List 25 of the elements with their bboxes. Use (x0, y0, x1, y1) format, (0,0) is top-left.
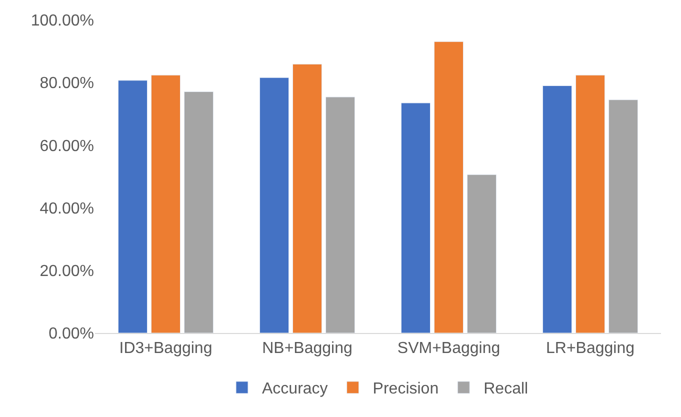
y-tick-label: 60.00% (40, 138, 94, 155)
bar (325, 96, 356, 333)
x-tick-label: SVM+Bagging (397, 340, 500, 358)
legend-label: Recall (484, 380, 528, 398)
bar (118, 80, 148, 333)
bar (292, 64, 322, 333)
bar (400, 102, 431, 333)
y-tick-label: 40.00% (40, 200, 94, 218)
y-tick-label: 80.00% (40, 75, 94, 92)
y-tick-label: 100.00% (30, 12, 94, 30)
x-tick-label: LR+Bagging (546, 340, 635, 358)
legend-label: Precision (372, 380, 439, 398)
bar (542, 85, 572, 333)
legend-label: Accuracy (262, 380, 328, 398)
bar (184, 91, 214, 333)
x-tick-label: ID3+Bagging (119, 340, 212, 358)
bar (259, 77, 290, 333)
bar (575, 74, 606, 333)
bar (466, 174, 497, 333)
bar (608, 100, 638, 333)
bar (434, 41, 464, 333)
bar (150, 74, 181, 333)
y-tick-label: 20.00% (40, 263, 94, 280)
x-tick-label: NB+Bagging (262, 340, 352, 358)
y-tick-label: 0.00% (48, 326, 94, 343)
